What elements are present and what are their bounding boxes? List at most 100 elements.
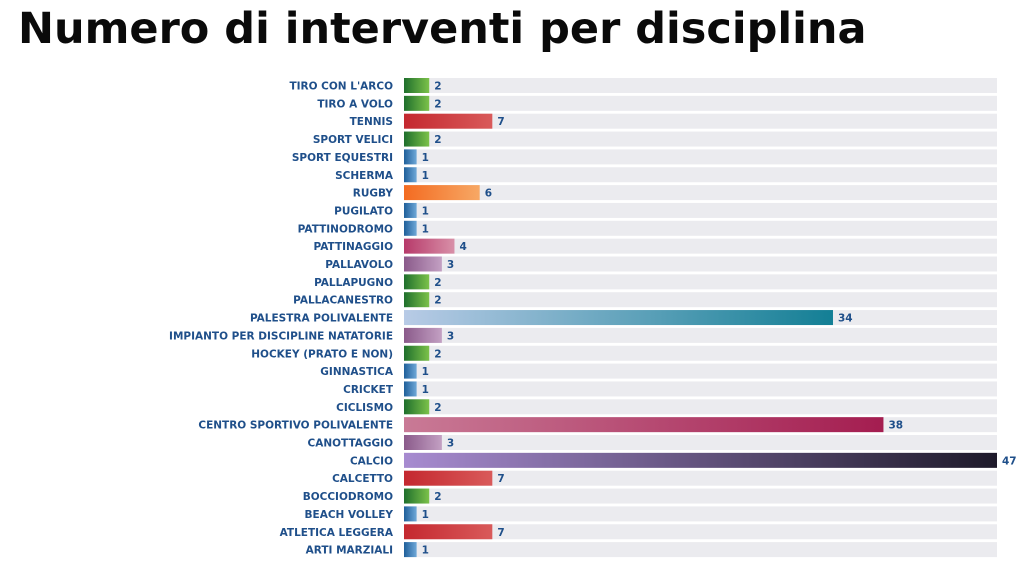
value-label-bocciodromo: 2: [434, 491, 441, 503]
category-label-rugby: RUGBY: [353, 188, 394, 200]
value-label-pattinodromo: 1: [422, 223, 429, 235]
category-labels: TIRO CON L'ARCO TIRO A VOLO TENNIS SPORT VE…: [169, 81, 394, 557]
category-label-pugilato: PUGILATO: [334, 205, 393, 217]
category-label-impianto-per-discipline-natatorie: IMPIANTO PER DISCIPLINE NATATORIE: [169, 330, 393, 342]
value-label-tiro-a-volo: 2: [434, 98, 441, 110]
bar-pugilato: [404, 202, 417, 218]
category-label-sport-velici: SPORT VELICI: [313, 134, 393, 146]
category-label-tiro-a-volo: TIRO A VOLO: [317, 98, 393, 110]
value-label-pallapugno: 2: [434, 277, 441, 289]
value-label-palestra-polivalente: 34: [838, 313, 853, 325]
bar-beach-volley: [404, 506, 417, 522]
category-label-pallacanestro: PALLACANESTRO: [293, 295, 393, 307]
bar-track-pugilato: [404, 202, 997, 218]
bar-track-tiro-con-l-arco: [404, 78, 997, 93]
bar-track-pallavolo: [404, 256, 997, 272]
value-label-hockey-prato-e-non: 2: [434, 348, 441, 360]
value-label-calcetto: 7: [497, 473, 504, 485]
bar-tennis: [404, 113, 493, 129]
bar-track-tennis: [404, 113, 997, 129]
bar-track-pallacanestro: [404, 292, 997, 308]
value-label-tennis: 7: [497, 116, 504, 128]
bar-bocciodromo: [404, 488, 430, 504]
bar-tiro-con-l-arco: [404, 78, 430, 93]
bar-arti-marziali: [404, 542, 417, 558]
category-label-atletica-leggera: ATLETICA LEGGERA: [280, 527, 394, 539]
category-label-calcio: CALCIO: [350, 455, 393, 467]
category-label-arti-marziali: ARTI MARZIALI: [306, 545, 393, 557]
bar-canottaggio: [404, 435, 442, 450]
bar-ginnastica: [404, 363, 417, 379]
bar-sport-equestri: [404, 149, 417, 165]
bar-impianto-per-discipline-natatorie: [404, 327, 442, 343]
bar-centro-sportivo-polivalente: [404, 417, 884, 433]
bar-rugby: [404, 185, 480, 201]
category-label-palestra-polivalente: PALESTRA POLIVALENTE: [250, 313, 393, 325]
bar-track-atletica-leggera: [404, 524, 997, 540]
value-label-scherma: 1: [422, 170, 429, 182]
bar-tiro-a-volo: [404, 95, 430, 111]
value-label-sport-equestri: 1: [422, 152, 429, 164]
value-label-atletica-leggera: 7: [497, 527, 504, 539]
category-label-tiro-con-l-arco: TIRO CON L'ARCO: [289, 81, 393, 93]
bar-track-beach-volley: [404, 506, 997, 522]
category-label-bocciodromo: BOCCIODROMO: [303, 491, 393, 503]
bar-sport-velici: [404, 131, 430, 147]
bar-scherma: [404, 167, 417, 183]
bar-pattinodromo: [404, 220, 417, 236]
bar-track-arti-marziali: [404, 542, 997, 558]
bar-calcetto: [404, 470, 493, 486]
category-label-canottaggio: CANOTTAGGIO: [308, 438, 394, 450]
category-label-ciclismo: CICLISMO: [336, 402, 393, 414]
category-label-pattinodromo: PATTINODROMO: [298, 223, 393, 235]
page-title: Numero di interventi per disciplina: [18, 4, 867, 54]
value-label-beach-volley: 1: [422, 509, 429, 521]
bar-track-hockey-prato-e-non: [404, 345, 997, 361]
bar-track-bocciodromo: [404, 488, 997, 504]
bar-track-pattinodromo: [404, 220, 997, 236]
value-label-calcio: 47: [1002, 455, 1017, 467]
bar-cricket: [404, 381, 417, 397]
value-label-arti-marziali: 1: [422, 545, 429, 557]
value-label-pattinaggio: 4: [459, 241, 466, 253]
bar-pallacanestro: [404, 292, 430, 308]
category-label-pallapugno: PALLAPUGNO: [314, 277, 393, 289]
bar-pallavolo: [404, 256, 442, 272]
bar-track-scherma: [404, 167, 997, 183]
bar-hockey-prato-e-non: [404, 345, 430, 361]
bar-track-sport-equestri: [404, 149, 997, 165]
category-label-scherma: SCHERMA: [335, 170, 394, 182]
category-label-hockey-prato-e-non: HOCKEY (PRATO E NON): [251, 348, 393, 360]
bar-atletica-leggera: [404, 524, 493, 540]
value-label-pallavolo: 3: [447, 259, 454, 271]
value-label-tiro-con-l-arco: 2: [434, 81, 441, 93]
category-label-cricket: CRICKET: [343, 384, 394, 396]
value-label-impianto-per-discipline-natatorie: 3: [447, 330, 454, 342]
bar-pallapugno: [404, 274, 430, 290]
bar-track-ciclismo: [404, 399, 997, 415]
bar-track-rugby: [404, 185, 997, 201]
category-label-ginnastica: GINNASTICA: [320, 366, 394, 378]
value-label-pallacanestro: 2: [434, 295, 441, 307]
bar-track-ginnastica: [404, 363, 997, 379]
category-label-calcetto: CALCETTO: [332, 473, 393, 485]
bar-ciclismo: [404, 399, 430, 415]
bar-track-pattinaggio: [404, 238, 997, 254]
value-label-canottaggio: 3: [447, 438, 454, 450]
bar-track-canottaggio: [404, 435, 997, 450]
value-label-cricket: 1: [422, 384, 429, 396]
bar-track-sport-velici: [404, 131, 997, 147]
category-label-beach-volley: BEACH VOLLEY: [305, 509, 394, 521]
category-label-tennis: TENNIS: [350, 116, 393, 128]
category-label-pallavolo: PALLAVOLO: [325, 259, 393, 271]
bar-palestra-polivalente: [404, 310, 833, 326]
value-label-sport-velici: 2: [434, 134, 441, 146]
value-label-pugilato: 1: [422, 205, 429, 217]
bar-track-impianto-per-discipline-natatorie: [404, 327, 997, 343]
category-label-sport-equestri: SPORT EQUESTRI: [292, 152, 393, 164]
bar-track-tiro-a-volo: [404, 95, 997, 111]
bar-calcio: [404, 452, 997, 468]
bars: [404, 78, 997, 558]
